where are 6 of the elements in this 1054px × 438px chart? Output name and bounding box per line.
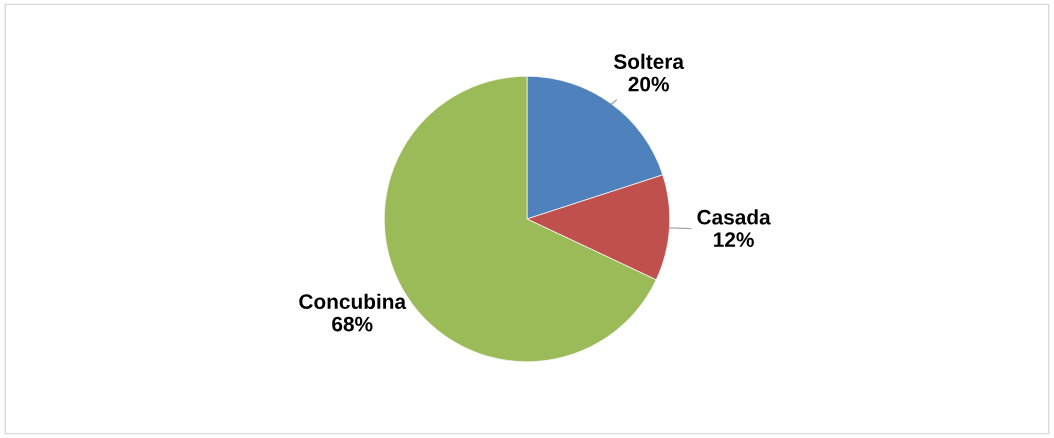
slice-label: Concubina: [299, 293, 407, 309]
slice-label: Casada: [697, 209, 771, 225]
data-label: 20%: [628, 76, 669, 92]
data-label: 12%: [714, 232, 754, 247]
data-label: 68%: [332, 316, 373, 332]
slice-label: Soltera: [613, 53, 685, 70]
